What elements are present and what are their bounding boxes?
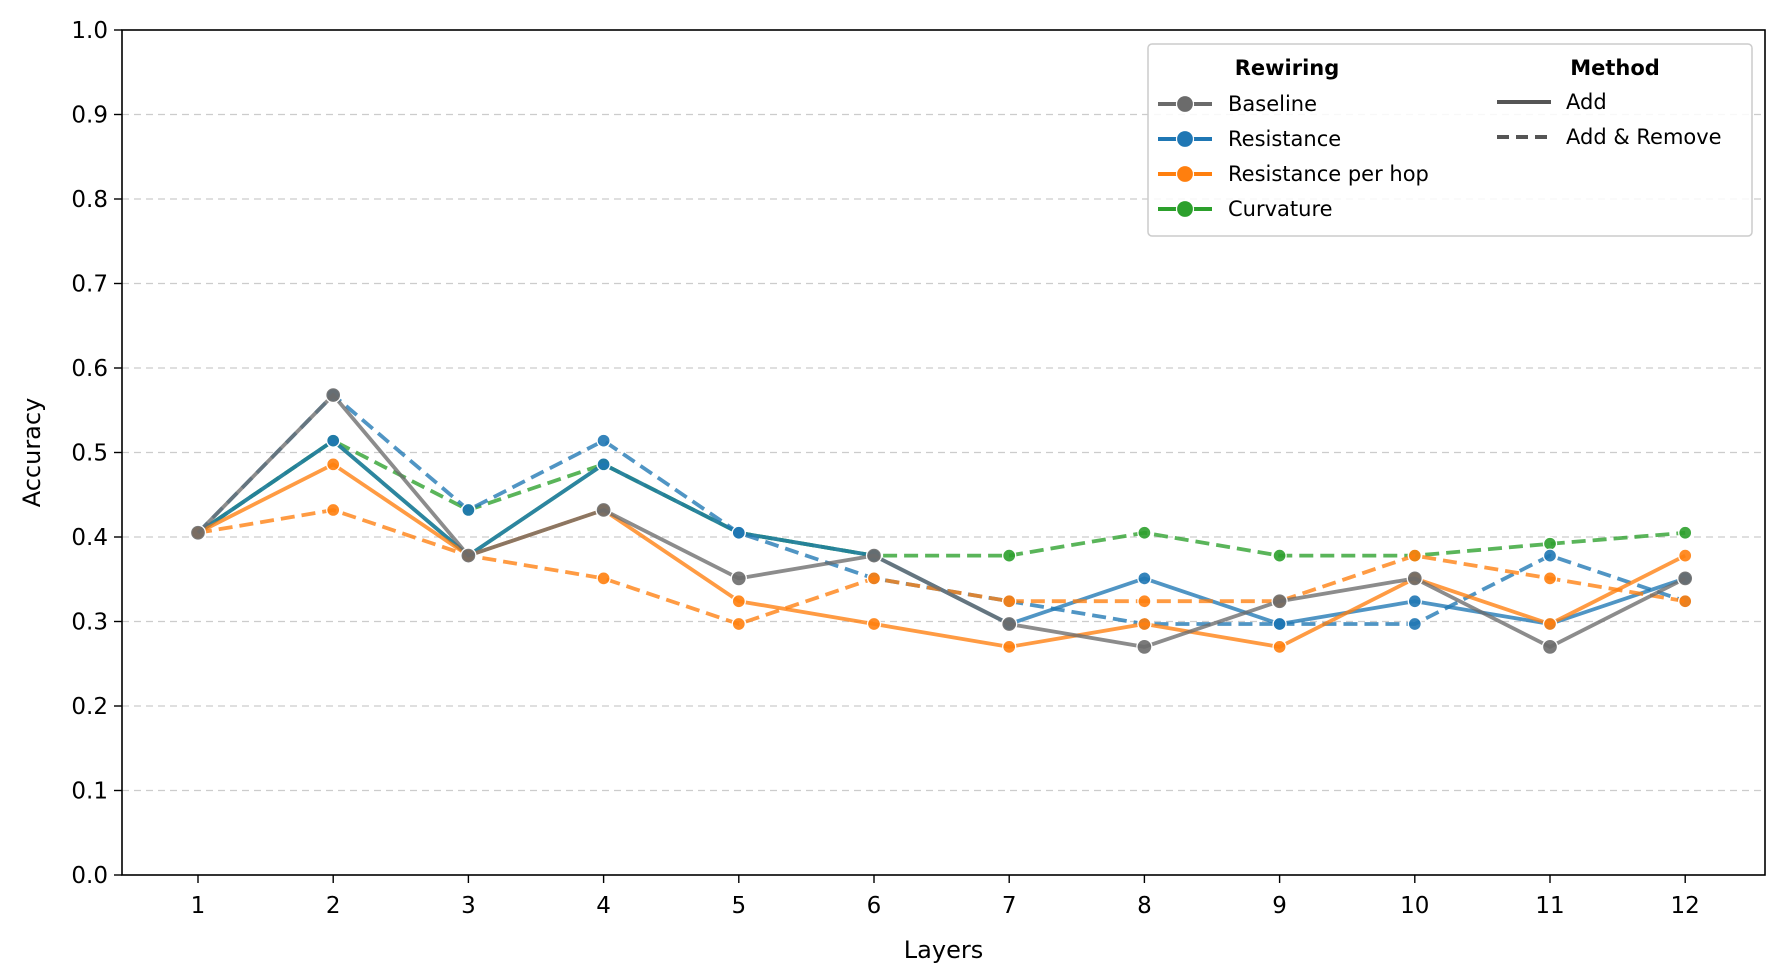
data-point-resistance-per-hop-add bbox=[1137, 616, 1152, 632]
series-line-resistance-per-hop-add bbox=[197, 462, 1687, 649]
x-tick-label: 7 bbox=[1002, 893, 1017, 919]
data-point-resistance-per-hop-add bbox=[326, 457, 341, 472]
data-point-resistance-per-hop-add-and-remove bbox=[731, 616, 746, 632]
legend-label-baseline: Baseline bbox=[1228, 92, 1317, 116]
y-tick-label: 0.4 bbox=[71, 525, 108, 551]
legend-rewiring-title: Rewiring bbox=[1235, 56, 1340, 80]
legend-swatch-marker-curvature bbox=[1175, 199, 1195, 219]
y-tick-label: 0.3 bbox=[71, 610, 108, 636]
data-point-resistance-per-hop-add bbox=[731, 594, 746, 609]
x-axis-title: Layers bbox=[904, 936, 983, 964]
x-tick-label: 8 bbox=[1137, 893, 1152, 919]
data-point-baseline-add bbox=[1541, 638, 1559, 655]
series-curvature-add bbox=[190, 433, 882, 563]
series-resistance-per-hop-add bbox=[190, 457, 1693, 654]
legend: Rewiring Method Baseline Resistance Resist… bbox=[1147, 43, 1753, 237]
data-point-resistance-add bbox=[1137, 571, 1152, 586]
y-tick-label: 0.9 bbox=[71, 103, 108, 129]
data-point-curvature-add-and-remove bbox=[1137, 525, 1152, 540]
data-point-resistance-per-hop-add-and-remove bbox=[1137, 594, 1152, 609]
y-tick-label: 0.5 bbox=[71, 441, 108, 467]
x-tick-label: 1 bbox=[191, 893, 206, 919]
series-line-resistance-add-and-remove bbox=[196, 393, 1686, 626]
legend-method-label-add: Add bbox=[1566, 90, 1607, 114]
x-tick-label: 2 bbox=[326, 893, 341, 919]
x-tick-label: 5 bbox=[731, 893, 746, 919]
legend-entries: Baseline Resistance Resistance per hop Curv… bbox=[1158, 90, 1722, 221]
data-point-resistance-per-hop-add bbox=[1678, 548, 1693, 563]
data-point-baseline-add bbox=[730, 570, 747, 587]
data-point-resistance-per-hop-add bbox=[866, 616, 882, 632]
y-tick-label: 0.2 bbox=[71, 694, 108, 720]
series-curvature-add-and-remove bbox=[190, 433, 1693, 563]
y-tick-label: 1.0 bbox=[71, 18, 108, 44]
y-tick-label: 0.6 bbox=[71, 356, 108, 382]
data-point-baseline-add bbox=[865, 547, 883, 564]
data-point-resistance-add-and-remove bbox=[461, 502, 476, 518]
data-point-baseline-add bbox=[1406, 570, 1423, 587]
series-baseline-add bbox=[189, 386, 1694, 655]
data-point-resistance-add bbox=[326, 433, 341, 448]
data-point-baseline-add bbox=[1677, 570, 1694, 587]
data-point-baseline-add bbox=[1136, 638, 1153, 655]
legend-swatch-marker-baseline bbox=[1175, 94, 1195, 114]
data-point-resistance-add bbox=[1272, 616, 1287, 632]
legend-label-curvature: Curvature bbox=[1228, 197, 1333, 221]
x-tick-label: 4 bbox=[596, 893, 611, 919]
legend-swatch-marker-resistance bbox=[1175, 129, 1195, 149]
x-tick-label: 12 bbox=[1671, 893, 1700, 919]
x-tick-label: 10 bbox=[1400, 893, 1429, 919]
legend-method-title: Method bbox=[1570, 56, 1660, 80]
data-point-resistance-add bbox=[1407, 594, 1422, 609]
y-tick-label: 0.1 bbox=[71, 779, 108, 805]
data-point-curvature-add-and-remove bbox=[1678, 525, 1693, 540]
data-point-resistance-add-and-remove bbox=[1542, 548, 1558, 563]
data-point-resistance-add-and-remove bbox=[1407, 616, 1422, 632]
data-point-resistance-per-hop-add-and-remove bbox=[596, 571, 611, 586]
data-point-resistance-add-and-remove bbox=[596, 433, 611, 448]
x-tick-label: 3 bbox=[461, 893, 476, 919]
data-point-resistance-per-hop-add-and-remove bbox=[326, 502, 341, 518]
data-point-resistance-add bbox=[596, 457, 611, 472]
data-point-resistance-per-hop-add bbox=[1002, 639, 1017, 654]
y-tick-label: 0.0 bbox=[71, 863, 108, 889]
data-point-resistance-per-hop-add-and-remove bbox=[866, 571, 882, 586]
data-point-baseline-add bbox=[460, 547, 477, 564]
data-point-resistance-per-hop-add-and-remove bbox=[1002, 594, 1017, 609]
data-point-curvature-add-and-remove bbox=[1002, 548, 1017, 563]
y-axis-title: Accuracy bbox=[18, 398, 46, 508]
legend-label-resistance-per-hop: Resistance per hop bbox=[1228, 162, 1429, 186]
x-tick-label: 11 bbox=[1535, 893, 1564, 919]
data-point-baseline-add bbox=[189, 524, 207, 541]
x-tick-label: 9 bbox=[1272, 893, 1287, 919]
series-line-curvature-add-and-remove bbox=[196, 438, 1686, 558]
series-line-resistance-per-hop-add-and-remove bbox=[197, 508, 1686, 626]
data-point-curvature-add-and-remove bbox=[1272, 548, 1287, 563]
data-point-baseline-add bbox=[1001, 615, 1018, 633]
axes: 0.00.10.20.30.40.50.60.70.80.91.01 2 3 4 5 6 7… bbox=[71, 18, 1699, 919]
legend-label-resistance: Resistance bbox=[1228, 127, 1341, 151]
y-tick-label: 0.8 bbox=[71, 187, 108, 213]
data-point-baseline-add bbox=[1271, 593, 1288, 610]
data-point-baseline-add bbox=[595, 501, 612, 519]
data-point-resistance-per-hop-add bbox=[1542, 616, 1558, 632]
data-point-resistance-per-hop-add-and-remove bbox=[1678, 594, 1693, 609]
data-point-resistance-add bbox=[731, 525, 746, 540]
data-point-resistance-per-hop-add-and-remove bbox=[1542, 571, 1558, 586]
legend-method-label-add-and-remove: Add & Remove bbox=[1566, 125, 1722, 149]
data-point-curvature-add-and-remove bbox=[1542, 536, 1558, 551]
series-lines bbox=[189, 386, 1694, 655]
series-line-baseline-add bbox=[196, 393, 1687, 649]
data-point-baseline-add bbox=[325, 386, 342, 404]
data-point-resistance-per-hop-add bbox=[1272, 639, 1287, 654]
y-tick-label: 0.7 bbox=[71, 272, 108, 298]
legend-swatch-marker-resistance-per-hop bbox=[1175, 164, 1195, 184]
legend-box bbox=[1147, 43, 1753, 237]
data-point-resistance-per-hop-add-and-remove bbox=[1407, 548, 1422, 563]
x-tick-label: 6 bbox=[867, 893, 882, 919]
